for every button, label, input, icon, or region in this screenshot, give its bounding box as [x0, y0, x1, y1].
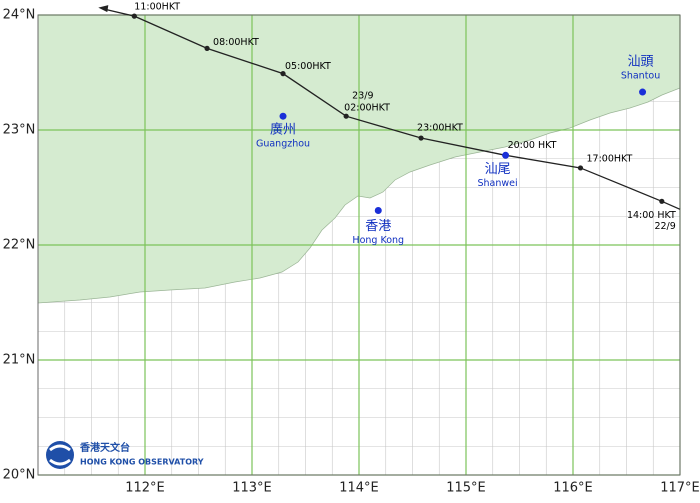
logo-swirl: [49, 444, 71, 466]
city-marker: [502, 151, 510, 159]
logo-name-zh: 香港天文台: [80, 441, 130, 454]
track-line: [134, 15, 663, 202]
city-name-en: Shantou: [621, 71, 660, 82]
x-tick-label: 116°E: [553, 481, 593, 496]
city-marker: [639, 88, 647, 96]
track-point: [418, 135, 424, 141]
city-name-zh: 廣州: [270, 123, 296, 138]
logo: 香港天文台 HONG KONG OBSERVATORY: [46, 441, 204, 469]
city-name-en: Guangzhou: [256, 139, 310, 150]
track-time: 17:00HKT: [586, 153, 632, 164]
track-extension: [661, 200, 681, 210]
x-tick-label: 114°E: [339, 481, 379, 496]
y-tick-label: 20°N: [3, 468, 36, 483]
y-tick-label: 21°N: [3, 353, 36, 368]
track-point: [131, 13, 137, 19]
track-time: 14:00 HKT: [627, 210, 676, 221]
city-name-en: Hong Kong: [352, 235, 404, 246]
track-point: [343, 113, 349, 119]
track-date: 22/9: [654, 221, 675, 232]
city-name-en: Shanwei: [478, 178, 518, 189]
x-tick-label: 115°E: [446, 481, 486, 496]
y-tick-label: 24°N: [3, 8, 36, 23]
track-time: 20:00 HKT: [508, 140, 557, 151]
y-tick-label: 22°N: [3, 238, 36, 253]
city-marker: [279, 112, 287, 120]
city-name-zh: 汕尾: [485, 162, 511, 177]
track-extension: [104, 8, 135, 17]
track-time: 11:00HKT: [134, 2, 180, 13]
track-arrowhead: [98, 5, 109, 13]
frame: [37, 14, 681, 476]
city-marker: [374, 207, 382, 214]
city-name-zh: 汕頭: [628, 55, 654, 70]
track-point: [204, 45, 210, 51]
track-point: [577, 165, 584, 171]
track-point: [280, 71, 286, 77]
x-tick-label: 117°E: [660, 481, 700, 496]
y-tick-label: 23°N: [3, 123, 36, 138]
track-time: 05:00HKT: [285, 61, 331, 72]
track-point: [659, 198, 665, 204]
logo-name-en: HONG KONG OBSERVATORY: [80, 458, 204, 467]
track-time: 23:00HKT: [417, 123, 463, 134]
city-name-zh: 香港: [365, 219, 391, 234]
x-tick-label: 113°E: [232, 481, 272, 496]
track-time: 08:00HKT: [213, 37, 259, 48]
x-tick-label: 112°E: [125, 481, 165, 496]
track-time: 02:00HKT: [344, 103, 390, 114]
track-date: 23/9: [352, 91, 373, 102]
